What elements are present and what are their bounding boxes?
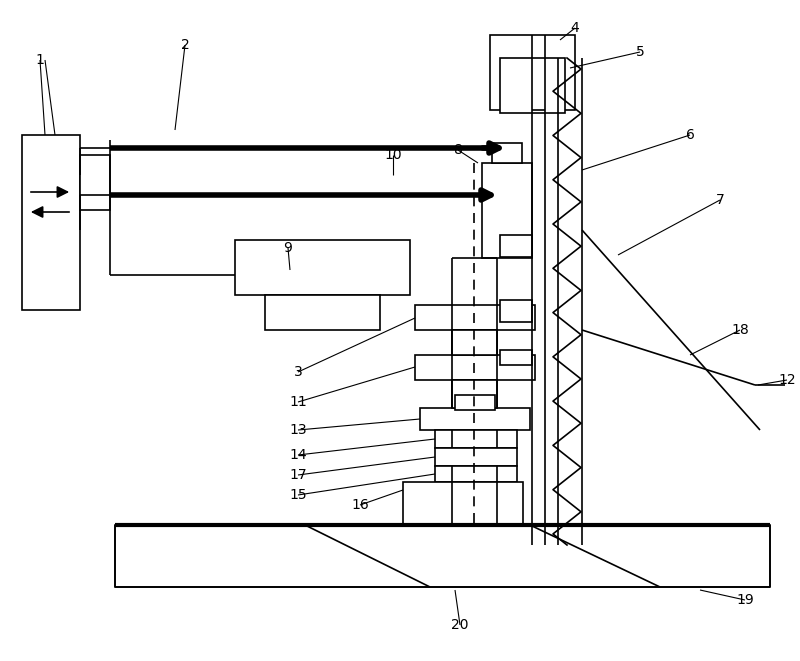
Bar [500, 58, 565, 113]
Text: 2: 2 [181, 38, 190, 52]
Text: 5: 5 [636, 45, 644, 59]
Bar [500, 235, 532, 257]
Text: 3: 3 [294, 365, 302, 379]
Text: 12: 12 [778, 373, 796, 387]
Text: 10: 10 [384, 148, 402, 162]
Text: 19: 19 [736, 593, 754, 607]
Text: 7: 7 [716, 193, 724, 207]
Bar [490, 35, 575, 110]
Bar [265, 295, 380, 330]
Bar [452, 330, 497, 355]
Text: 13: 13 [289, 423, 307, 437]
Text: 17: 17 [289, 468, 307, 482]
Bar [482, 163, 532, 258]
Bar [500, 300, 532, 322]
Text: 4: 4 [570, 21, 579, 35]
Text: 14: 14 [289, 448, 307, 462]
Text: 15: 15 [289, 488, 307, 502]
Text: 6: 6 [686, 128, 694, 142]
Bar [415, 305, 535, 330]
Bar [80, 155, 110, 210]
Bar [452, 380, 497, 408]
Bar [492, 143, 522, 163]
Text: 9: 9 [283, 241, 293, 255]
Bar [115, 525, 770, 587]
Bar [500, 350, 532, 365]
Bar [452, 330, 497, 355]
Bar [455, 395, 495, 410]
Bar [420, 408, 530, 430]
Text: 18: 18 [731, 323, 749, 337]
Text: 8: 8 [454, 143, 462, 157]
Text: 1: 1 [35, 53, 45, 67]
Bar [403, 482, 523, 525]
Bar [22, 135, 80, 310]
Bar [235, 240, 410, 295]
Text: 11: 11 [289, 395, 307, 409]
Bar [452, 380, 497, 408]
Text: 20: 20 [451, 618, 469, 632]
Bar [415, 355, 535, 380]
Text: 16: 16 [351, 498, 369, 512]
Bar [435, 466, 517, 482]
Bar [435, 448, 517, 466]
Bar [435, 430, 517, 448]
